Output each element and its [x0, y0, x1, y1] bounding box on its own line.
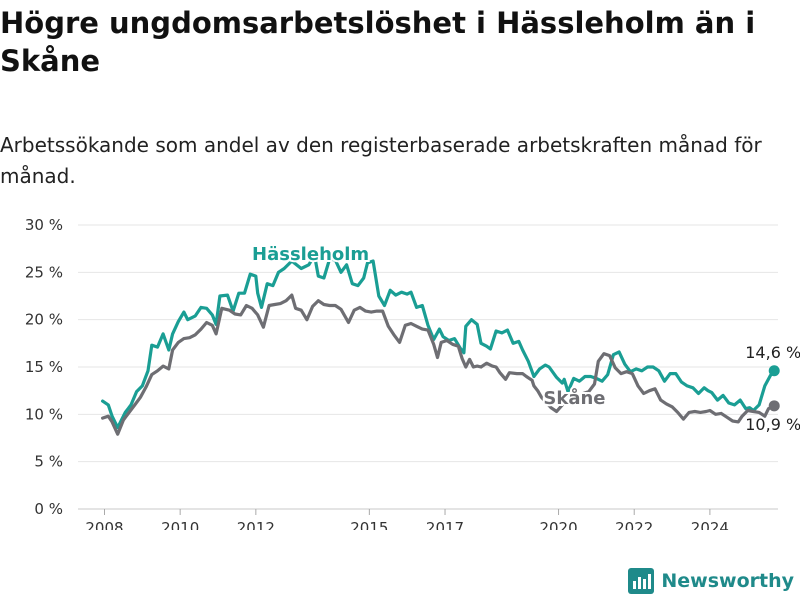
x-tick-label: 2010 [161, 519, 199, 530]
series-end-value-hassleholm: 14,6 % [745, 343, 800, 362]
y-tick-label: 5 % [34, 453, 63, 471]
x-tick-label: 2024 [691, 519, 729, 530]
series-labels: Hässleholm 14,6 % Skåne 10,9 % [250, 242, 800, 435]
y-tick-label: 0 % [34, 500, 63, 518]
series-endpoint-skane [768, 400, 780, 412]
y-tick-label: 25 % [25, 263, 63, 281]
series-label-skane: Skåne [543, 387, 605, 409]
x-tick-label: 2015 [350, 519, 388, 530]
brand-name: Newsworthy [661, 570, 794, 592]
x-tick-label: 2008 [85, 519, 123, 530]
x-tick-label: 2022 [615, 519, 653, 530]
chart-subtitle: Arbetssökande som andel av den registerb… [0, 133, 762, 188]
x-tick-label: 2012 [237, 519, 275, 530]
y-tick-label: 30 % [25, 216, 63, 234]
gridlines [78, 224, 778, 510]
x-axis: 2008 2010 2012 2015 2017 2020 2022 2024 [85, 509, 729, 530]
series-line-skane [101, 293, 776, 436]
x-tick-label: 2017 [426, 519, 464, 530]
series-label-hassleholm: Hässleholm [252, 244, 369, 265]
series-end-value-skane: 10,9 % [745, 415, 800, 434]
y-tick-label: 20 % [25, 311, 63, 329]
y-tick-label: 10 % [25, 405, 63, 423]
x-tick-label: 2020 [539, 519, 577, 530]
y-tick-label: 15 % [25, 358, 63, 376]
series-endpoint-hassleholm [768, 365, 780, 377]
brand-logo[interactable]: Newsworthy [628, 568, 794, 594]
newsworthy-logo-icon [628, 568, 655, 594]
series-line-hassleholm [101, 253, 776, 430]
line-chart: 0 %5 %10 %15 %20 %25 %30 % 2008 2010 2012 2… [25, 216, 800, 530]
series-lines [101, 253, 780, 436]
y-axis: 0 % 5 % 10 % 15 % 20 % 25 % 30 % [25, 216, 63, 518]
chart-title: Högre ungdomsarbetslöshet i Hässleholm ä… [0, 6, 756, 78]
